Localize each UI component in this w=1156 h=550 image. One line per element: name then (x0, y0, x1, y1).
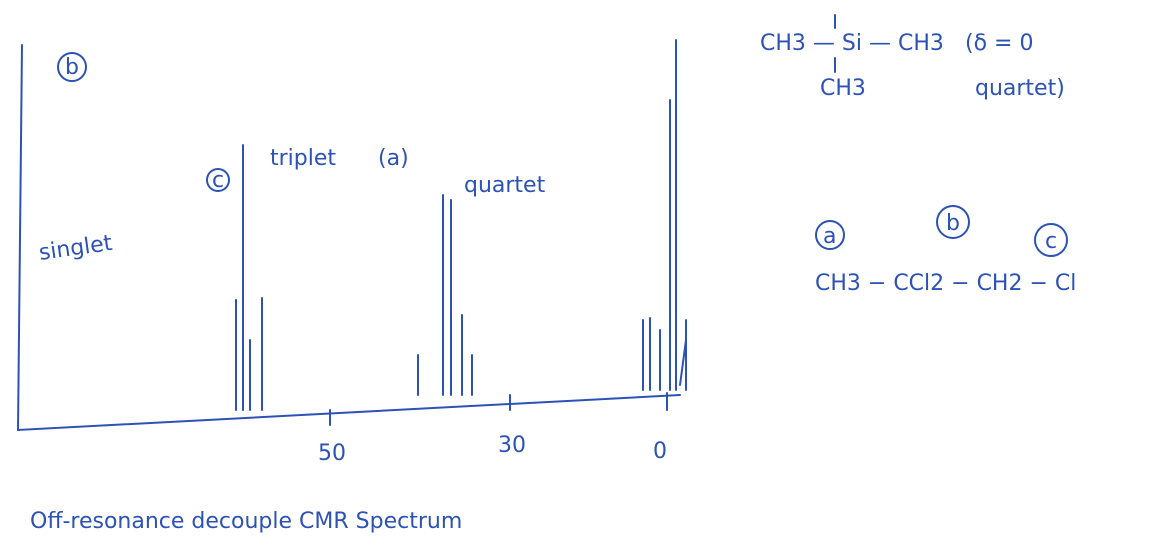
mark: c (1045, 229, 1057, 254)
label: b (65, 55, 79, 80)
axis-label: 0 (653, 439, 667, 464)
label: triplet (270, 146, 336, 171)
formula: CH3 − CCl2 − CH2 − Cl (815, 271, 1076, 296)
label: c (212, 168, 224, 193)
note: (δ = 0 (965, 31, 1033, 56)
mark: b (946, 211, 960, 236)
label: (a) (378, 146, 409, 171)
axis-label: 30 (498, 433, 526, 458)
axis-label: 50 (318, 441, 346, 466)
mark: a (823, 224, 836, 249)
note: CH3 — Si — CH3 (760, 31, 944, 56)
note: quartet) (975, 76, 1065, 101)
label: quartet (464, 173, 546, 198)
page: b singlet c triplet (a) quartet 50 30 0 … (0, 0, 1156, 550)
note: CH3 (820, 76, 866, 101)
caption: Off-resonance decouple CMR Spectrum (30, 509, 462, 534)
